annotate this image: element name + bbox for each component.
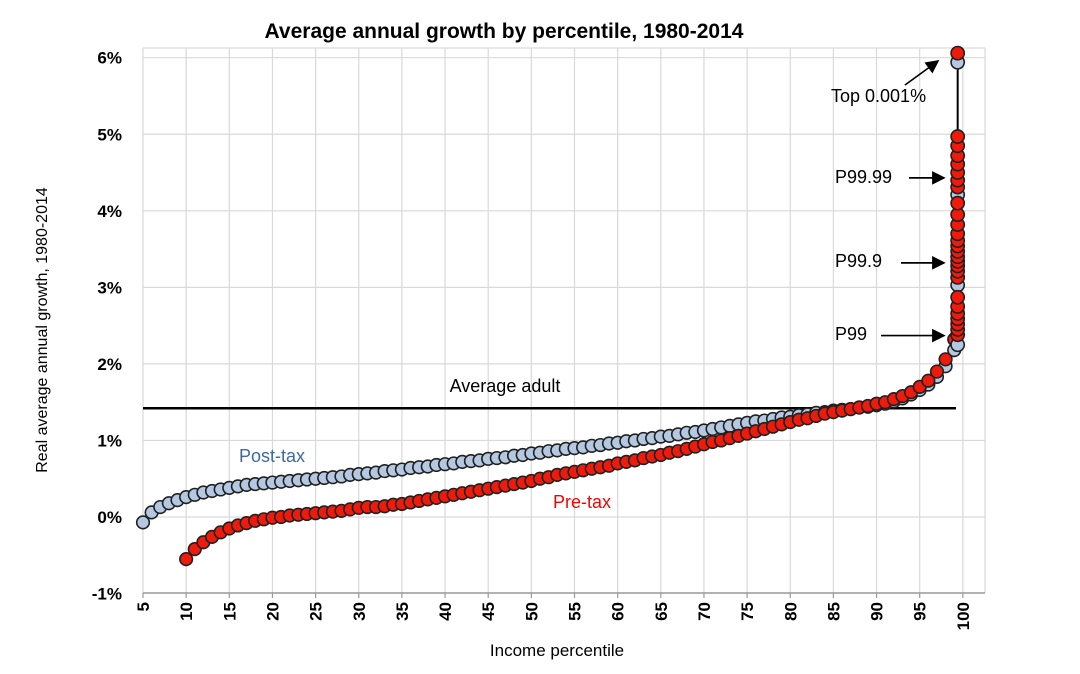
y-tick-label: -1% [92,585,122,604]
annotation-arrows [881,60,946,343]
y-tick-label: 0% [97,508,122,527]
pretax-tail-point [950,45,966,61]
pretax-point [929,364,945,379]
pretax-tail-point [950,195,966,211]
x-tick-label: 75 [738,602,757,621]
posttax-series-label: Post-tax [239,446,305,466]
x-tick-label: 100 [954,602,973,630]
x-tick-label: 45 [479,602,498,621]
x-tick-label: 25 [307,602,326,621]
y-tick-label: 1% [97,431,122,450]
annotation-top-0001-label: Top 0.001% [831,86,926,106]
posttax-series [135,343,962,530]
annotation-p9999-label: P99.99 [835,167,892,187]
x-tick-label: 90 [868,602,887,621]
y-tick-label: 2% [97,355,122,374]
posttax-point [135,515,151,530]
y-tick-label: 6% [97,49,122,68]
y-tick-label: 4% [97,202,122,221]
y-axis-title: Real average annual growth, 1980-2014 [34,187,51,473]
y-tick-label: 5% [97,125,122,144]
x-tick-label: 95 [911,602,930,621]
x-tick-label: 70 [695,602,714,621]
x-tick-label: 5 [134,602,153,611]
x-tick-label: 65 [652,602,671,621]
x-tick-label: 10 [177,602,196,621]
pretax-point [938,352,953,367]
x-tick-label: 50 [522,602,541,621]
y-tick-label: 3% [97,278,122,297]
top-0001-arrow [904,60,940,86]
annotation-p999-label: P99.9 [835,251,882,271]
pretax-point [921,373,936,388]
x-tick-label: 30 [350,602,369,621]
x-tick-label: 85 [824,602,843,621]
x-tick-label: 35 [393,602,412,621]
annotation-p99-label: P99 [835,324,867,344]
pretax-series-label: Pre-tax [553,492,611,512]
chart-title: Average annual growth by percentile, 198… [265,20,744,43]
pretax-series [179,332,962,567]
x-tick-label: 15 [220,602,239,621]
x-tick-label: 20 [263,602,282,621]
axes [142,592,985,598]
pretax-tail-point [950,129,966,144]
x-axis-title: Income percentile [490,641,624,660]
pretax-point [179,552,194,567]
x-tick-label: 40 [436,602,455,621]
y-tick-labels: 6% 5% 4% 3% 2% 1% 0% -1% [92,49,122,604]
x-tick-labels: 5 10 15 20 25 30 35 40 45 50 55 60 65 70 75 80 85 90 95 100 [134,602,973,630]
x-tick-label: 55 [566,602,585,621]
average-adult-label: Average adult [450,376,561,396]
pretax-tail-point [950,289,966,305]
x-tick-label: 60 [609,602,628,621]
top-tail-stack [950,45,966,353]
x-tick-label: 80 [781,602,800,621]
